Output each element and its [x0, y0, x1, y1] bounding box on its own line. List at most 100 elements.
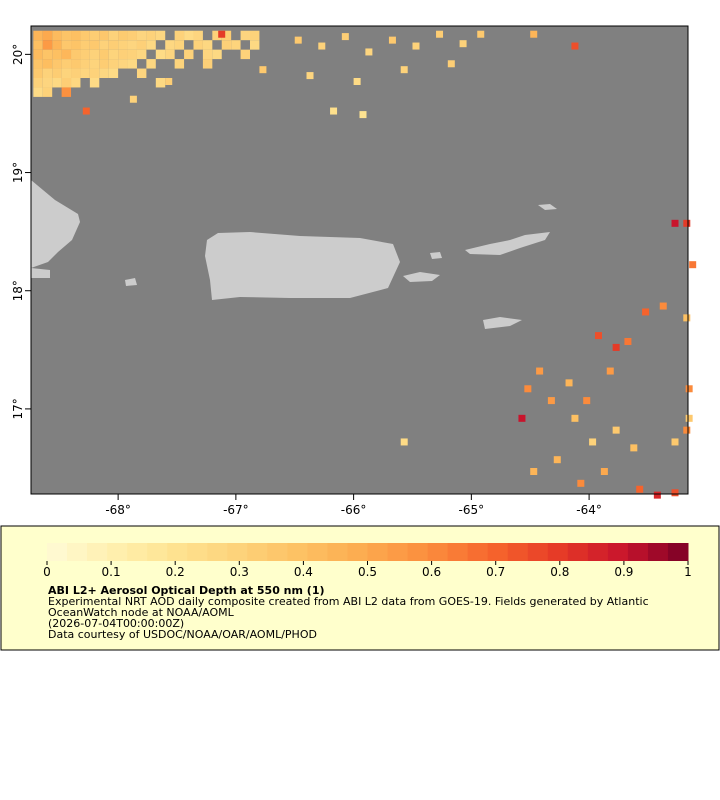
aod-cell	[136, 30, 147, 41]
aod-cell	[99, 49, 109, 60]
aod-cell	[193, 30, 203, 41]
aod-cell	[127, 30, 137, 41]
colorbar-segment	[407, 543, 429, 561]
legend-line: Experimental NRT AOD daily composite cre…	[48, 595, 649, 608]
aod-cell	[184, 49, 194, 60]
aod-cell	[165, 78, 173, 85]
aod-cell	[89, 49, 100, 60]
aod-cell	[459, 40, 467, 48]
aod-cell	[202, 49, 213, 60]
colorbar-segment	[147, 543, 168, 561]
aod-cell	[306, 72, 314, 80]
aod-cell	[165, 49, 175, 60]
legend-title: ABI L2+ Aerosol Optical Depth at 550 nm …	[48, 584, 325, 597]
aod-cell	[82, 107, 90, 115]
aod-cell	[71, 40, 81, 50]
aod-cell	[524, 385, 532, 393]
aod-cell	[518, 414, 526, 422]
aod-cell	[671, 489, 679, 497]
aod-cell	[659, 302, 667, 310]
aod-cell	[155, 78, 166, 88]
aod-cell	[685, 385, 693, 393]
aod-cell	[689, 261, 697, 269]
aod-cell	[61, 40, 72, 50]
aod-cell	[155, 49, 166, 60]
puerto-rico	[205, 232, 400, 300]
y-tick-label: 20°	[11, 44, 25, 65]
aod-cell	[221, 30, 232, 41]
aod-cell	[400, 438, 408, 446]
colorbar-segment	[167, 543, 188, 561]
aod-cell	[231, 40, 241, 50]
aod-cell	[61, 30, 72, 41]
colorbar-segment	[507, 543, 529, 561]
aod-cell	[683, 314, 691, 322]
colorbar-segment	[127, 543, 148, 561]
aod-cell	[89, 59, 100, 69]
y-tick-label: 17°	[11, 398, 25, 419]
colorbar-segment	[227, 543, 248, 561]
aod-cell	[71, 49, 81, 60]
legend-line: OceanWatch node at NOAA/AOML	[48, 606, 235, 619]
culebra	[430, 252, 442, 259]
aod-cell	[118, 30, 128, 41]
aod-cell	[33, 49, 43, 60]
aod-cell	[683, 426, 691, 434]
colorbar-segment	[47, 543, 68, 561]
aod-cell	[42, 87, 53, 97]
aod-cell	[571, 414, 579, 422]
aod-cell	[108, 40, 119, 50]
aod-cell	[212, 30, 222, 41]
y-tick-label: 18°	[11, 280, 25, 301]
aod-cell	[61, 68, 72, 78]
aod-cell	[52, 59, 62, 69]
colorbar-tick-label: 0	[43, 565, 51, 579]
aod-cell	[250, 40, 260, 50]
aod-cell	[447, 60, 455, 68]
aod-cell	[42, 59, 53, 69]
aod-cell	[341, 33, 349, 41]
aod-cell	[146, 30, 156, 41]
colorbar-segment	[607, 543, 629, 561]
aod-cell	[42, 40, 53, 50]
aod-cell	[594, 332, 602, 340]
aod-cell	[136, 49, 147, 60]
colorbar-segment	[387, 543, 409, 561]
aod-cell	[155, 30, 166, 41]
colorbar-segment	[67, 543, 88, 561]
colorbar-segment	[447, 543, 469, 561]
aod-cell	[61, 78, 72, 88]
aod-cell	[294, 36, 302, 44]
aod-cell	[330, 107, 338, 115]
aod-cell	[61, 59, 72, 69]
aod-cell	[240, 30, 250, 41]
aod-cell	[240, 49, 250, 60]
aod-cell	[33, 30, 43, 41]
x-tick-label: -66°	[341, 503, 367, 517]
colorbar-tick-label: 0.4	[294, 565, 313, 579]
aod-cell	[636, 485, 644, 493]
colorbar-segment	[187, 543, 208, 561]
x-tick-label: -64°	[576, 503, 602, 517]
colorbar-tick-label: 1	[684, 565, 692, 579]
aod-cell	[606, 367, 614, 375]
x-tick-label: -68°	[105, 503, 131, 517]
aod-cell	[42, 49, 53, 60]
aod-cell	[33, 78, 43, 88]
aod-cell	[136, 68, 147, 78]
aod-cell	[61, 49, 72, 60]
aod-cell	[127, 40, 137, 50]
aod-cell	[600, 468, 608, 475]
aod-cell	[33, 68, 43, 78]
st-croix	[483, 317, 522, 329]
aod-cells	[33, 30, 697, 499]
aod-cell	[174, 59, 185, 69]
aod-cell	[80, 68, 90, 78]
aod-cell	[653, 491, 661, 499]
colorbar-tick-label: 0.8	[550, 565, 569, 579]
aod-cell	[127, 59, 137, 69]
colorbar-tick-label: 0.1	[102, 565, 121, 579]
aod-cell	[571, 42, 579, 50]
colorbar-segment	[467, 543, 489, 561]
aod-cell	[33, 87, 43, 97]
